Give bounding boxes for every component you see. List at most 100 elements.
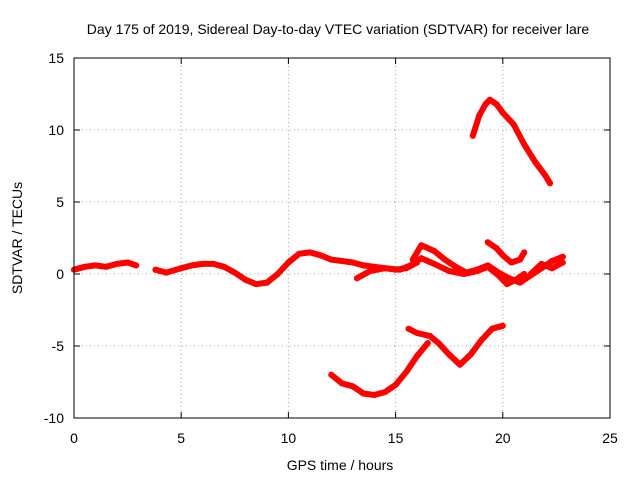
data-point xyxy=(495,269,502,276)
x-tick-label: 15 xyxy=(388,430,404,446)
data-point xyxy=(339,380,345,387)
data-point xyxy=(328,371,335,378)
data-point xyxy=(113,260,120,267)
chart-title: Day 175 of 2019, Sidereal Day-to-day VTE… xyxy=(87,21,590,37)
data-point xyxy=(392,381,399,388)
x-tick-label: 5 xyxy=(177,430,185,446)
data-point xyxy=(306,249,313,256)
data-point xyxy=(133,262,140,269)
data-point xyxy=(405,325,412,332)
data-point xyxy=(414,330,420,336)
x-tick-label: 20 xyxy=(495,430,511,446)
data-point xyxy=(366,268,373,275)
data-point xyxy=(426,332,433,339)
y-tick-label: -10 xyxy=(44,410,64,426)
series-arc-6 xyxy=(469,96,553,187)
axis-ticks: 0 5 10 15 20 25 -10 -5 0 5 10 15 xyxy=(44,50,618,446)
data-point xyxy=(521,249,528,256)
data-point xyxy=(446,268,453,275)
data-point xyxy=(381,265,388,272)
data-point xyxy=(527,271,534,277)
data-point xyxy=(418,255,425,262)
data-point xyxy=(521,141,528,148)
data-point xyxy=(493,245,500,252)
data-point xyxy=(317,252,324,259)
data-point xyxy=(476,112,483,119)
data-point xyxy=(435,340,442,347)
data-point xyxy=(124,259,131,266)
series-arc-9 xyxy=(405,322,506,368)
data-point xyxy=(510,121,517,128)
data-point xyxy=(414,353,420,360)
data-point xyxy=(242,276,249,283)
data-point xyxy=(409,256,416,263)
data-point xyxy=(178,265,185,272)
data-point xyxy=(231,269,238,276)
data-point xyxy=(188,262,195,269)
data-point xyxy=(360,390,367,397)
data-point xyxy=(381,389,388,396)
data-point xyxy=(452,263,459,270)
data-point xyxy=(547,180,553,187)
plot-frame xyxy=(73,57,611,419)
y-tick-label: 15 xyxy=(48,50,64,66)
data-point xyxy=(371,392,378,398)
data-point xyxy=(81,263,88,270)
data-point xyxy=(504,281,511,288)
data-point xyxy=(493,101,500,108)
data-point xyxy=(532,158,538,165)
data-point xyxy=(285,259,292,266)
data-point xyxy=(482,101,489,108)
data-point xyxy=(517,256,523,263)
data-point xyxy=(499,109,506,116)
y-tick-label: 10 xyxy=(48,122,64,138)
data-point xyxy=(463,269,470,276)
data-point xyxy=(403,368,410,375)
data-point xyxy=(559,259,566,266)
data-point xyxy=(264,279,270,286)
data-point xyxy=(474,266,481,273)
series-arc-5 xyxy=(527,259,566,277)
data-point xyxy=(542,173,549,180)
data-point xyxy=(424,340,431,347)
data-point xyxy=(296,250,303,257)
x-tick-label: 0 xyxy=(70,430,78,446)
data-point xyxy=(446,351,453,358)
data-point xyxy=(499,322,506,329)
data-point xyxy=(418,242,425,249)
data-point xyxy=(467,351,474,358)
data-point xyxy=(221,263,228,270)
data-point xyxy=(431,260,438,267)
y-tick-label: -5 xyxy=(52,338,65,354)
grid xyxy=(74,58,610,418)
data-point xyxy=(152,266,159,273)
x-axis-title: GPS time / hours xyxy=(287,457,394,473)
data-point xyxy=(538,260,545,267)
y-axis-title: SDTVAR / TECUs xyxy=(9,182,25,294)
data-point xyxy=(407,262,414,269)
data-point xyxy=(163,269,170,276)
data-point xyxy=(92,262,99,269)
data-point xyxy=(489,325,496,332)
data-point xyxy=(274,271,281,277)
data-point xyxy=(484,262,491,269)
data-point xyxy=(210,260,217,267)
data-point xyxy=(469,132,476,139)
data-point xyxy=(478,337,485,344)
data-point xyxy=(360,262,367,269)
data-point xyxy=(506,275,513,282)
data-point xyxy=(484,239,491,246)
data-point xyxy=(328,256,335,263)
data-point xyxy=(559,253,566,260)
plot-area xyxy=(71,96,566,398)
data-point xyxy=(549,265,556,272)
y-tick-label: 0 xyxy=(56,266,64,282)
y-tick-label: 5 xyxy=(56,194,64,210)
data-point xyxy=(396,266,403,273)
series-arc-8 xyxy=(328,340,431,398)
data-point xyxy=(456,361,463,368)
data-point xyxy=(441,256,448,263)
data-point xyxy=(253,281,260,288)
